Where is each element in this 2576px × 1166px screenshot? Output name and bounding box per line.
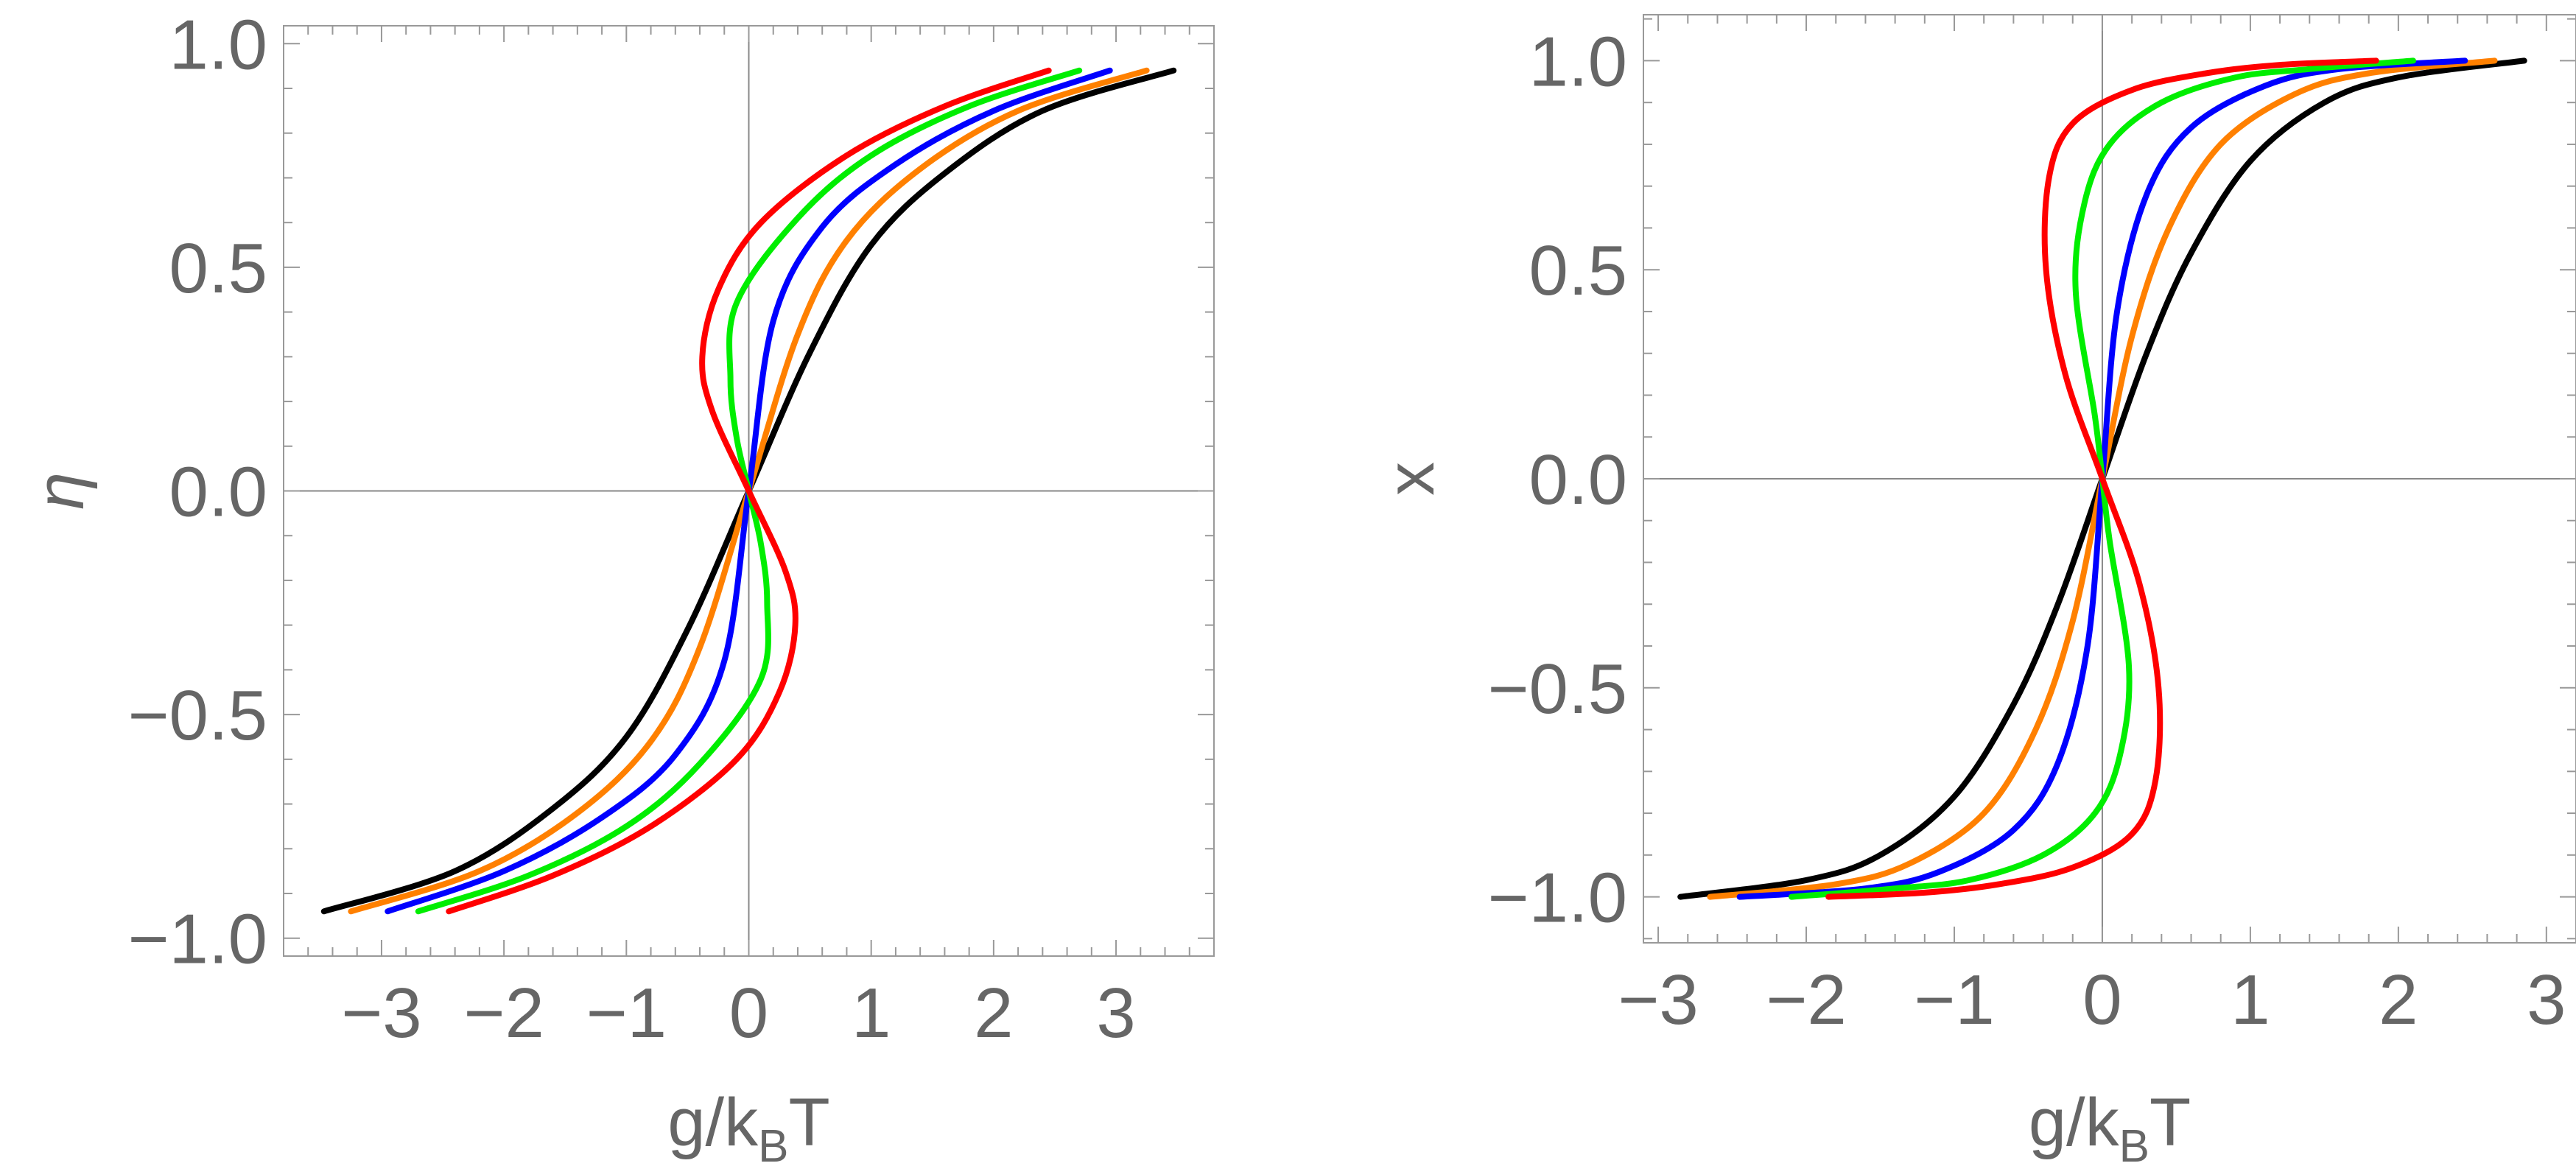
chart-2-ytick-label: 0.5	[1529, 231, 1627, 310]
chart-1-ytick-label: −0.5	[127, 676, 267, 755]
chart-1-xtick-label: −2	[463, 974, 544, 1053]
chart-2-xtick-label: −2	[1766, 960, 1846, 1039]
chart-1-ytick-label: 1.0	[169, 5, 267, 84]
chart-2-xtick-label: −3	[1618, 960, 1698, 1039]
chart-2-ytick-label: −1.0	[1487, 859, 1627, 938]
chart-2-ylabel: x	[1373, 462, 1448, 496]
chart-2-xlabel: g/kBT	[2029, 1085, 2191, 1166]
chart-2-xtick-label: 1	[2231, 960, 2270, 1039]
chart-1-xtick-label: −1	[586, 974, 667, 1053]
chart-2-xtick-label: 0	[2082, 960, 2121, 1039]
chart-2-xtick-label: 2	[2379, 960, 2418, 1039]
chart-1-ytick-label: 0.5	[169, 229, 267, 308]
chart-1-xtick-label: −3	[341, 974, 421, 1053]
chart-1-xtick-label: 0	[729, 974, 768, 1053]
chart-1-ytick-label: 0.0	[169, 453, 267, 532]
chart-2-ytick-label: 1.0	[1529, 22, 1627, 101]
chart-2-ytick-label: 0.0	[1529, 440, 1627, 519]
chart-1-xtick-label: 3	[1096, 974, 1135, 1053]
chart-1-ylabel: η	[23, 472, 98, 510]
chart-1-xlabel: g/kBT	[667, 1085, 829, 1166]
chart-2-series-5-line	[1825, 57, 2379, 900]
chart-1-xtick-label: 1	[852, 974, 891, 1053]
chart-1-xtick-label: 2	[974, 974, 1013, 1053]
chart-1-ytick-label: −1.0	[127, 900, 267, 979]
chart-1-series-5-line	[446, 67, 1052, 915]
chart-2-xtick-label: 3	[2527, 960, 2566, 1039]
chart-2: −3 −2 −1 0 1 2 3 −1.0 −0.5 0.0 0.5 1.0 g/kBT x	[1373, 14, 2576, 1166]
chart-2-xtick-label: −1	[1914, 960, 1994, 1039]
chart-2-ytick-label: −0.5	[1487, 650, 1627, 728]
chart-1: −3 −2 −1 0 1 2 3 −1.0 −0.5 0.0 0.5 1.0 g/kBT η	[23, 5, 1215, 1166]
